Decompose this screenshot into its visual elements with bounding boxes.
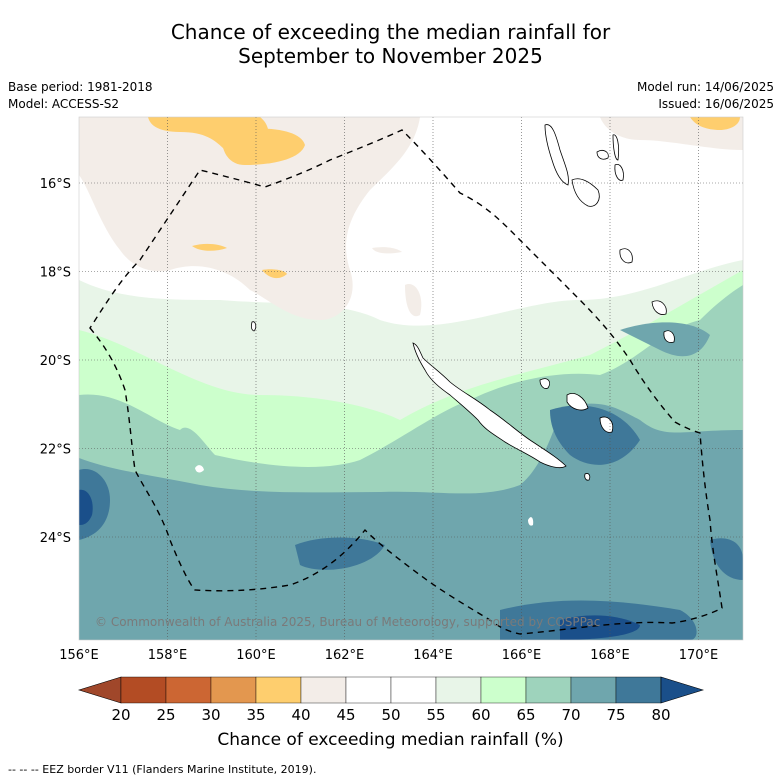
x-tick-label: 160°E	[236, 648, 276, 663]
y-tick-label: 20°S	[40, 354, 71, 369]
y-tick-label: 18°S	[40, 266, 71, 281]
x-tick-label: 166°E	[502, 648, 542, 663]
colorbar-tick-label: 35	[246, 706, 265, 724]
x-tick-label: 156°E	[59, 648, 99, 663]
colorbar-cell	[165, 676, 212, 704]
y-tick-label: 24°S	[40, 531, 71, 546]
title-line-2: September to November 2025	[238, 44, 543, 68]
colorbar-tick-label: 30	[201, 706, 220, 724]
colorbar-ticks: 20 25 30 35 40 45 50 55 60 65 70 75 80	[111, 706, 670, 724]
chart-title: Chance of exceeding the median rainfall …	[0, 20, 781, 68]
colorbar-cell	[570, 676, 617, 704]
colorbar-tick-label: 25	[156, 706, 175, 724]
x-tick-label: 162°E	[325, 648, 365, 663]
x-tick-label: 164°E	[413, 648, 453, 663]
model-run: Model run: 14/06/2025	[636, 80, 774, 94]
issued-date: Issued: 16/06/2025	[658, 97, 774, 111]
colorbar-cell	[435, 676, 482, 704]
eez-border	[89, 129, 723, 635]
colorbar-tick-label: 40	[291, 706, 310, 724]
meta-right: Model run: 14/06/2025 Issued: 16/06/2025	[637, 79, 774, 113]
meta-left: Base period: 1981-2018 Model: ACCESS-S2	[8, 79, 153, 113]
x-tick-label: 158°E	[148, 648, 188, 663]
colorbar-tick-label: 60	[471, 706, 490, 724]
colorbar-tick-label: 50	[381, 706, 400, 724]
colorbar-extend-low	[77, 676, 122, 704]
colorbar-tick-label: 65	[516, 706, 535, 724]
colorbar-cell	[525, 676, 572, 704]
colorbar-cell	[390, 676, 437, 704]
colorbar-tick-label: 45	[336, 706, 355, 724]
base-period: Base period: 1981-2018	[8, 80, 153, 94]
x-tick-label: 168°E	[590, 648, 630, 663]
colorbar-cell	[300, 676, 347, 704]
x-tick-label: 170°E	[679, 648, 719, 663]
colorbar-cell	[615, 676, 662, 704]
colorbar-cell	[480, 676, 527, 704]
rainfall-probability-field: © Commonwealth of Australia 2025, Bureau…	[79, 117, 743, 640]
colorbar-extend-high	[660, 676, 705, 704]
eez-footnote: -- -- -- EEZ border V11 (Flanders Marine…	[8, 763, 317, 776]
colorbar-cell	[210, 676, 257, 704]
title-line-1: Chance of exceeding the median rainfall …	[170, 20, 611, 44]
x-axis-ticks: 156°E 158°E 160°E 162°E 164°E 166°E 168°E 170°E	[59, 648, 718, 663]
colorbar-tick-label: 80	[651, 706, 670, 724]
copyright-notice: © Commonwealth of Australia 2025, Bureau…	[95, 615, 600, 629]
colorbar-cell	[345, 676, 392, 704]
y-tick-label: 16°S	[40, 177, 71, 192]
colorbar-cell	[255, 676, 302, 704]
colorbar-cell	[120, 676, 167, 704]
colorbar-tick-label: 70	[561, 706, 580, 724]
colorbar-label: Chance of exceeding median rainfall (%)	[217, 730, 564, 750]
y-tick-label: 22°S	[40, 443, 71, 458]
colorbar-tick-label: 20	[111, 706, 130, 724]
y-axis-ticks: 16°S 18°S 20°S 22°S 24°S	[40, 177, 71, 546]
colorbar-tick-label: 75	[606, 706, 625, 724]
colorbar-tick-label: 55	[426, 706, 445, 724]
model-name: Model: ACCESS-S2	[8, 97, 120, 111]
